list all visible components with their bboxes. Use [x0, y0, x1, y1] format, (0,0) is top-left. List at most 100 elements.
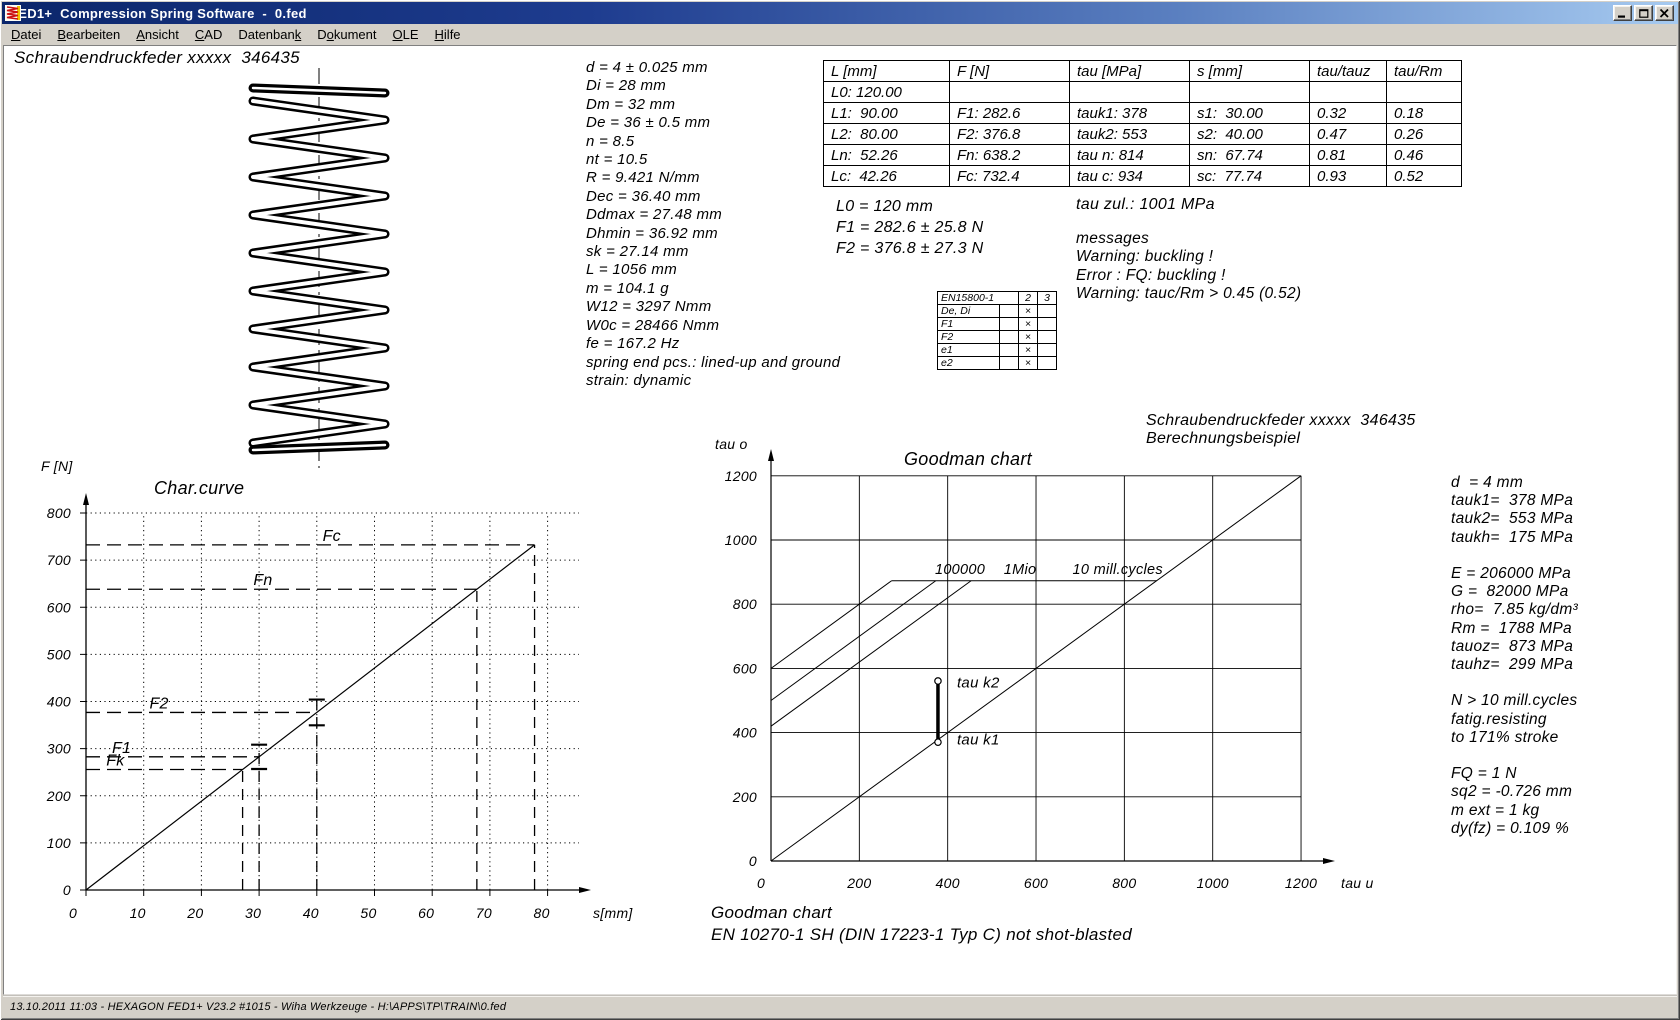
svg-text:400: 400: [47, 694, 71, 710]
close-icon: [1659, 8, 1669, 18]
svg-text:Goodman chart: Goodman chart: [904, 449, 1033, 469]
material-line: rho= 7.85 kg/dm³: [1451, 601, 1579, 619]
en-empty-cell: [1037, 317, 1057, 331]
column-header: tau [MPa]: [1069, 60, 1190, 82]
parameter-line: nt = 10.5: [586, 151, 648, 169]
parameter-line: Dec = 36.40 mm: [586, 187, 701, 205]
table-row: L2: 80.00 F2: 376.8 tauk2: 553 s2: 40.00 0.4…: [823, 123, 1462, 145]
table-cell: 0.32: [1309, 102, 1387, 124]
en-mark-cell: ×: [1018, 317, 1038, 331]
material-line: Rm = 1788 MPa: [1451, 619, 1572, 637]
material-line: G = 82000 MPa: [1451, 583, 1569, 601]
svg-text:tau k1: tau k1: [957, 732, 1000, 749]
menu-item-ole[interactable]: OLE: [392, 26, 419, 42]
svg-text:0: 0: [749, 853, 757, 869]
svg-text:1Mio: 1Mio: [1004, 562, 1037, 578]
maximize-button[interactable]: [1634, 5, 1653, 21]
parameter-line: fe = 167.2 Hz: [586, 335, 680, 353]
table-cell: tau n: 814: [1069, 144, 1190, 166]
menu-item-bearbeiten[interactable]: Bearbeiten: [57, 26, 121, 42]
spring-drawing: [248, 68, 390, 468]
svg-text:500: 500: [47, 646, 71, 662]
table-row: Ln: 52.26 Fn: 638.2 tau n: 814 sn: 67.74 0.8…: [823, 144, 1462, 166]
goodman-header: Schraubendruckfeder xxxxx 346435 Berechnu…: [1146, 412, 1416, 448]
table-cell: tau c: 934: [1069, 165, 1190, 187]
svg-text:30: 30: [245, 905, 261, 921]
material-line: N > 10 mill.cycles: [1451, 692, 1578, 710]
en-row-label: e2: [937, 356, 1000, 370]
svg-text:10: 10: [130, 905, 146, 921]
menu-item-datei[interactable]: Datei: [11, 26, 42, 42]
parameter-line: sk = 27.14 mm: [586, 243, 689, 261]
parameter-line: Dhmin = 36.92 mm: [586, 224, 718, 242]
table-cell: [949, 81, 1070, 103]
menu-item-datenbank[interactable]: Datenbank: [238, 26, 302, 42]
svg-text:1000: 1000: [1197, 875, 1229, 891]
table-header-row: L [mm] F [N] tau [MPa] s [mm] tau/tauz tau/Rm: [823, 60, 1462, 82]
svg-text:F1: F1: [112, 740, 131, 757]
forces-block: L0 = 120 mm F1 = 282.6 ± 25.8 N F2 = 376.8…: [836, 196, 983, 259]
en-table-row: e1 ×: [937, 343, 1057, 357]
table-cell: 0.18: [1386, 102, 1462, 124]
svg-text:Fk: Fk: [106, 753, 125, 770]
table-cell: s2: 40.00: [1189, 123, 1310, 145]
goodman-caption: Goodman chart EN 10270-1 SH (DIN 17223-1 …: [711, 902, 1132, 946]
message-line: Warning: buckling !: [1076, 248, 1214, 266]
messages-block: messages Warning: buckling ! Error : FQ: b…: [1076, 230, 1301, 304]
results-table: L [mm] F [N] tau [MPa] s [mm] tau/tauz tau/Rm…: [823, 60, 1462, 187]
menu-item-cad[interactable]: CAD: [194, 26, 223, 42]
goodman-header-line: Berechnungsbeispiel: [1146, 430, 1301, 447]
table-cell: F1: 282.6: [949, 102, 1070, 124]
menu-item-dokument[interactable]: Dokument: [317, 26, 377, 42]
svg-text:600: 600: [1024, 875, 1048, 891]
parameter-line: Dm = 32 mm: [586, 95, 676, 113]
table-cell: 0.47: [1309, 123, 1387, 145]
svg-text:0: 0: [63, 882, 71, 898]
table-cell: F2: 376.8: [949, 123, 1070, 145]
svg-text:1000: 1000: [725, 532, 757, 548]
en-table-title: EN15800-1: [937, 291, 1019, 305]
svg-text:10 mill.cycles: 10 mill.cycles: [1073, 562, 1163, 578]
svg-text:1200: 1200: [725, 468, 757, 484]
table-cell: Fc: 732.4: [949, 165, 1070, 187]
en-empty-cell: [1037, 330, 1057, 344]
tau-zul-value: tau zul.: 1001 MPa: [1076, 196, 1215, 213]
svg-text:800: 800: [47, 505, 71, 521]
en-row-label: e1: [937, 343, 1000, 357]
message-line: Error : FQ: buckling !: [1076, 266, 1226, 284]
svg-text:F2: F2: [149, 695, 168, 712]
minimize-icon: [1618, 15, 1625, 18]
svg-text:200: 200: [732, 789, 757, 805]
menu-bar: Datei Bearbeiten Ansicht CAD Datenbank Dokume…: [3, 25, 1677, 44]
parameter-line: strain: dynamic: [586, 371, 692, 389]
menu-item-hilfe[interactable]: Hilfe: [434, 26, 461, 42]
message-line: messages: [1076, 230, 1150, 247]
minimize-button[interactable]: [1613, 5, 1632, 21]
en-col-header: 3: [1037, 291, 1057, 305]
svg-text:Char.curve: Char.curve: [154, 478, 244, 498]
table-cell: sc: 77.74: [1189, 165, 1310, 187]
en-empty-cell: [1037, 343, 1057, 357]
en-table-row: F1 ×: [937, 317, 1057, 331]
table-cell: L2: 80.00: [823, 123, 950, 145]
material-line: [1451, 547, 1578, 565]
svg-text:tau k2: tau k2: [957, 674, 1000, 691]
en-empty-cell: [999, 317, 1019, 331]
parameter-line: L = 1056 mm: [586, 261, 677, 279]
en-col-header: 2: [1018, 291, 1038, 305]
menu-item-ansicht[interactable]: Ansicht: [136, 26, 179, 42]
table-cell: Lc: 42.26: [823, 165, 950, 187]
svg-text:800: 800: [733, 596, 757, 612]
table-cell: 0.52: [1386, 165, 1462, 187]
column-header: L [mm]: [823, 60, 950, 82]
message-line: Warning: tauc/Rm > 0.45 (0.52): [1076, 285, 1302, 303]
parameter-line: W0c = 28466 Nmm: [586, 316, 720, 334]
table-cell: 0.46: [1386, 144, 1462, 166]
material-line: tauhz= 299 MPa: [1451, 656, 1574, 674]
svg-text:40: 40: [303, 905, 319, 921]
column-header: F [N]: [949, 60, 1070, 82]
close-button[interactable]: [1655, 5, 1674, 21]
svg-text:60: 60: [418, 905, 434, 921]
